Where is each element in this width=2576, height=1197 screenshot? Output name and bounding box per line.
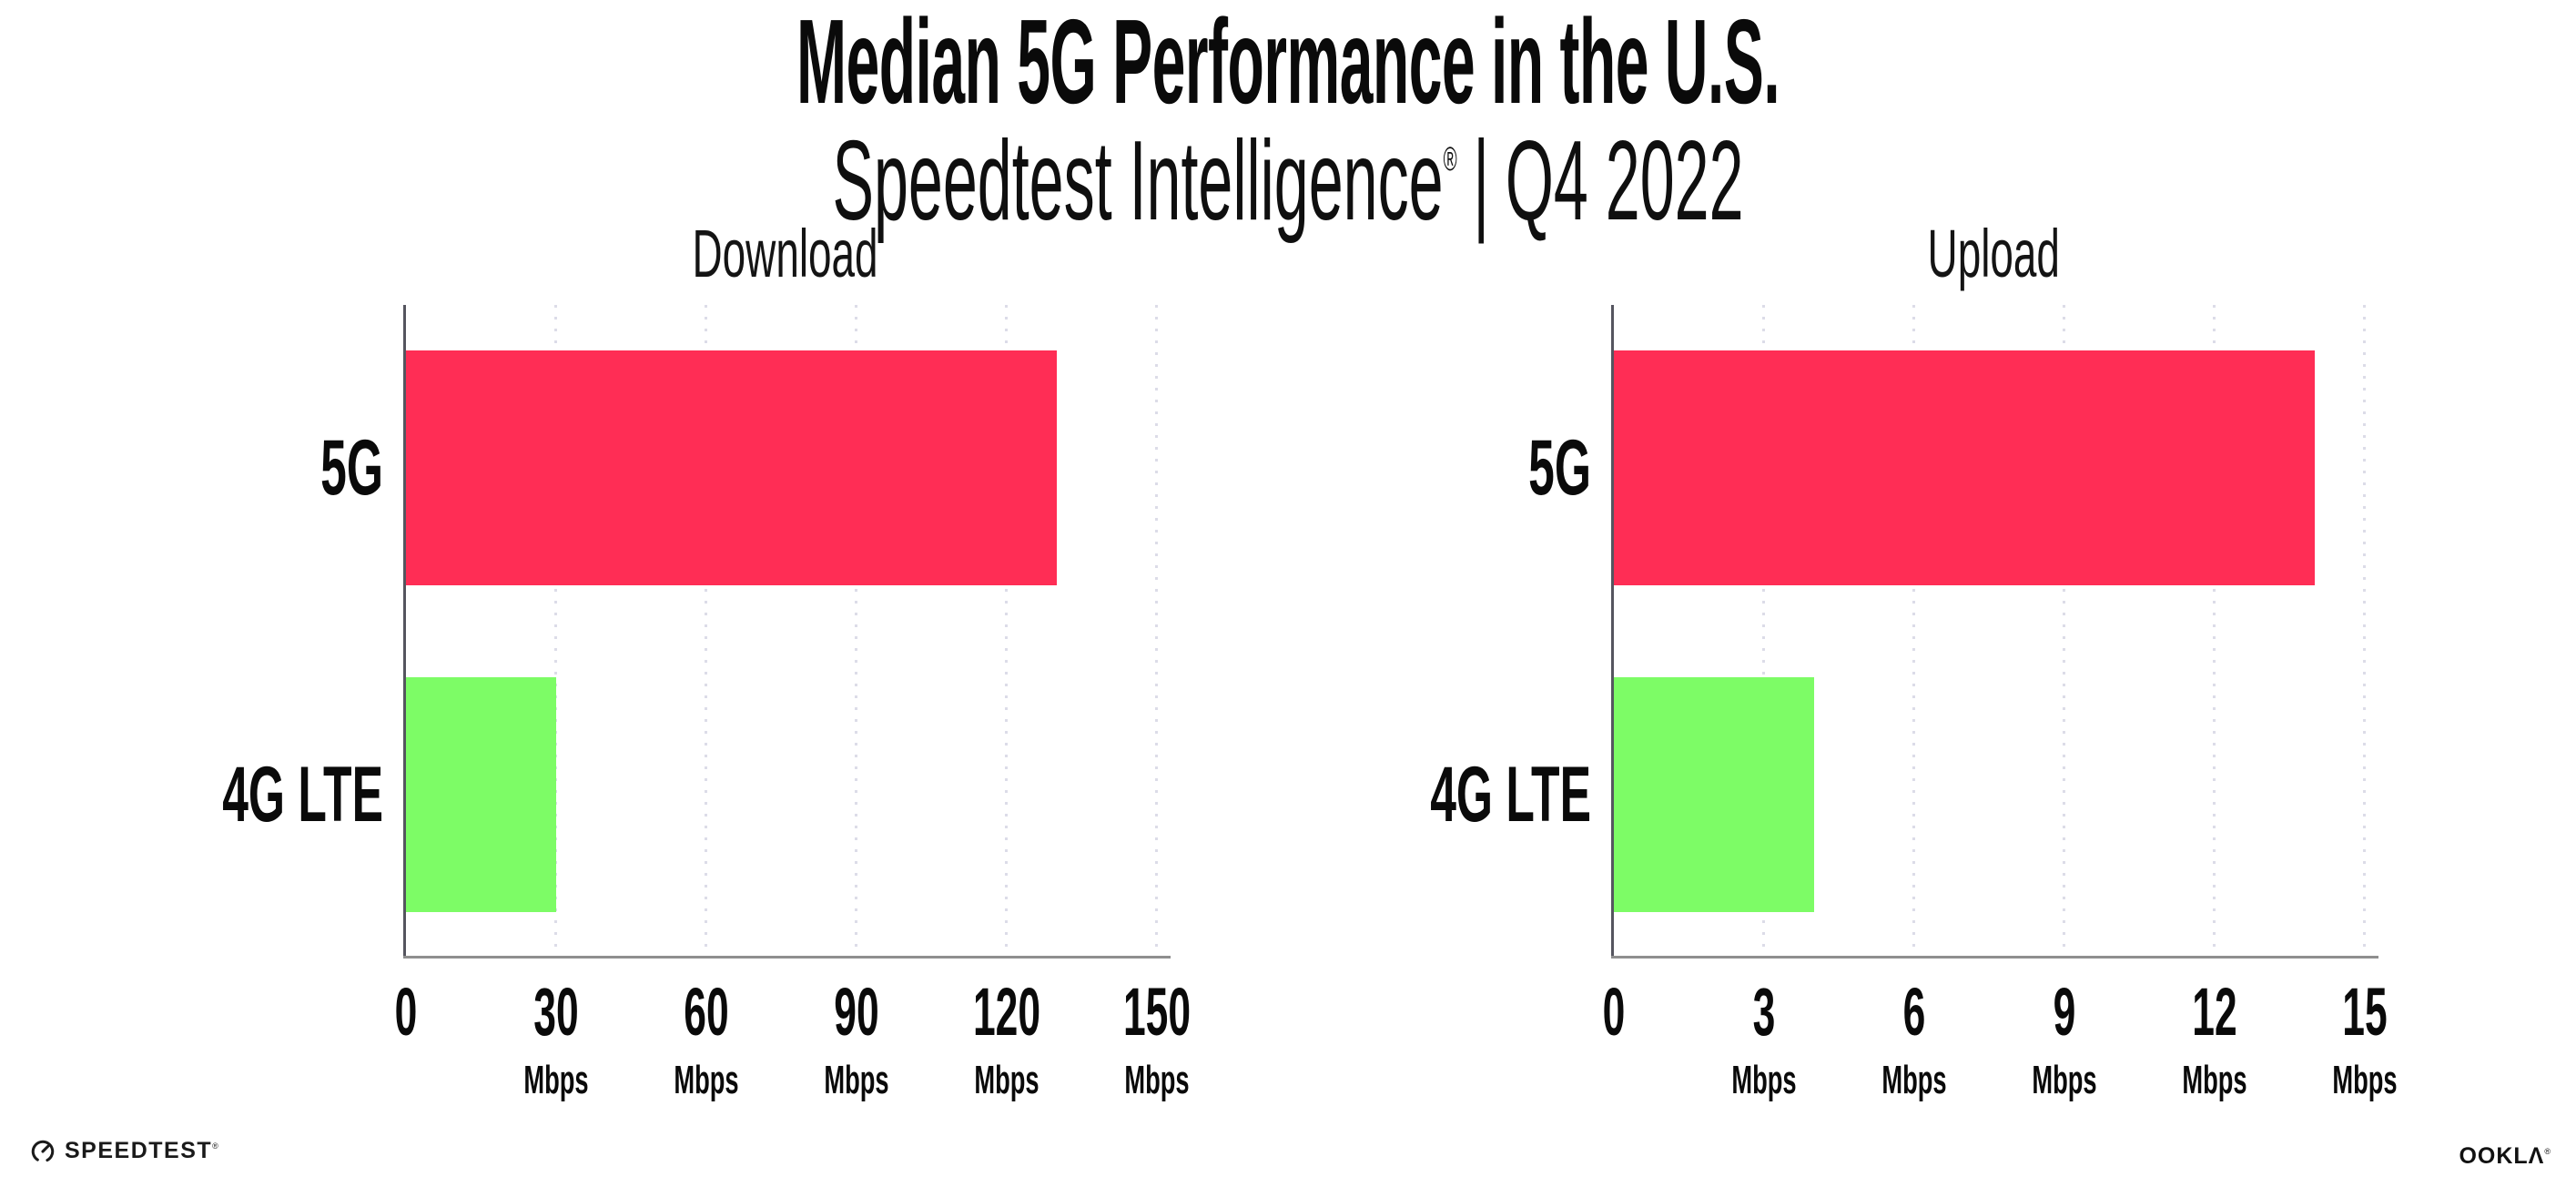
download-bar-4g-lte [406,677,556,912]
download-category-label-5g: 5G [320,424,383,512]
upload-x-tick-unit-9: Mbps [2032,1058,2097,1102]
speedtest-wordmark: SPEEDTEST [65,1138,213,1163]
speedtest-gauge-icon [31,1140,55,1162]
upload-x-tick-label-12: 12 [2192,974,2237,1050]
gridline-15-mbps [2363,305,2366,958]
gridline-6-mbps [1912,305,1915,958]
gridline-150-mbps [1155,305,1158,958]
page-title: Median 5G Performance in the U.S. [0,2,2576,159]
upload-chart-title: Upload [1611,220,2376,307]
download-x-tick-label-150: 150 [1122,974,1192,1050]
gridline-90-mbps [855,305,857,958]
subtitle-registered-mark: ® [1443,139,1457,178]
gridline-120-mbps [1005,305,1008,958]
upload-x-axis [1611,956,2378,959]
page-subtitle: Speedtest Intelligence® | Q4 2022 [0,102,2576,272]
gridline-12-mbps [2213,305,2216,958]
download-category-label-4g-lte: 4G LTE [222,751,383,838]
upload-x-tick-label-9: 9 [2053,974,2076,1050]
upload-x-tick-label-0: 0 [1602,974,1626,1050]
upload-plot-area [1611,305,2378,958]
download-x-tick-unit-120: Mbps [974,1058,1040,1102]
download-x-tick-unit-60: Mbps [674,1058,739,1102]
download-x-tick-label-30: 30 [533,974,579,1050]
download-chart-title-text: Download [692,216,879,291]
page-subtitle-text: Speedtest Intelligence® | Q4 2022 [832,102,1743,238]
gridline-30-mbps [554,305,557,958]
upload-x-tick-unit-6: Mbps [1881,1058,1947,1102]
upload-x-tick-label-3: 3 [1752,974,1776,1050]
download-plot-area [403,305,1171,958]
download-x-axis [403,956,1171,959]
download-x-tick-unit-90: Mbps [824,1058,889,1102]
speedtest-logo: SPEEDTEST® [30,1138,218,1164]
download-x-tick-unit-150: Mbps [1124,1058,1190,1102]
download-x-tick-unit-30: Mbps [523,1058,589,1102]
upload-bar-4g-lte [1614,677,1814,912]
gridline-3-mbps [1762,305,1765,958]
download-bar-5g [406,350,1057,585]
download-x-tick-label-120: 120 [972,974,1041,1050]
download-x-tick-label-60: 60 [684,974,729,1050]
upload-category-label-4g-lte: 4G LTE [1430,751,1591,838]
download-x-tick-label-90: 90 [834,974,879,1050]
ookla-wordmark: OOKLΛ [2459,1143,2545,1169]
upload-x-tick-unit-12: Mbps [2182,1058,2247,1102]
gridline-60-mbps [705,305,707,958]
speedtest-registered-mark: ® [212,1141,218,1151]
ookla-logo: OOKLΛ® [2459,1143,2551,1170]
upload-x-tick-unit-3: Mbps [1731,1058,1797,1102]
upload-x-tick-label-6: 6 [1902,974,1926,1050]
ookla-registered-mark: ® [2544,1147,2551,1156]
gridline-9-mbps [2063,305,2065,958]
subtitle-separator: | [1473,117,1490,244]
download-x-tick-label-0: 0 [394,974,418,1050]
upload-bar-5g [1614,350,2315,585]
page-title-text: Median 5G Performance in the U.S. [796,0,1780,128]
subtitle-period: Q4 2022 [1505,117,1744,244]
download-chart-title: Download [403,220,1168,307]
upload-x-tick-label-15: 15 [2342,974,2388,1050]
upload-chart-title-text: Upload [1927,216,2060,291]
upload-x-tick-unit-15: Mbps [2332,1058,2398,1102]
upload-category-label-5g: 5G [1528,424,1591,512]
subtitle-brand: Speedtest Intelligence [832,117,1444,244]
